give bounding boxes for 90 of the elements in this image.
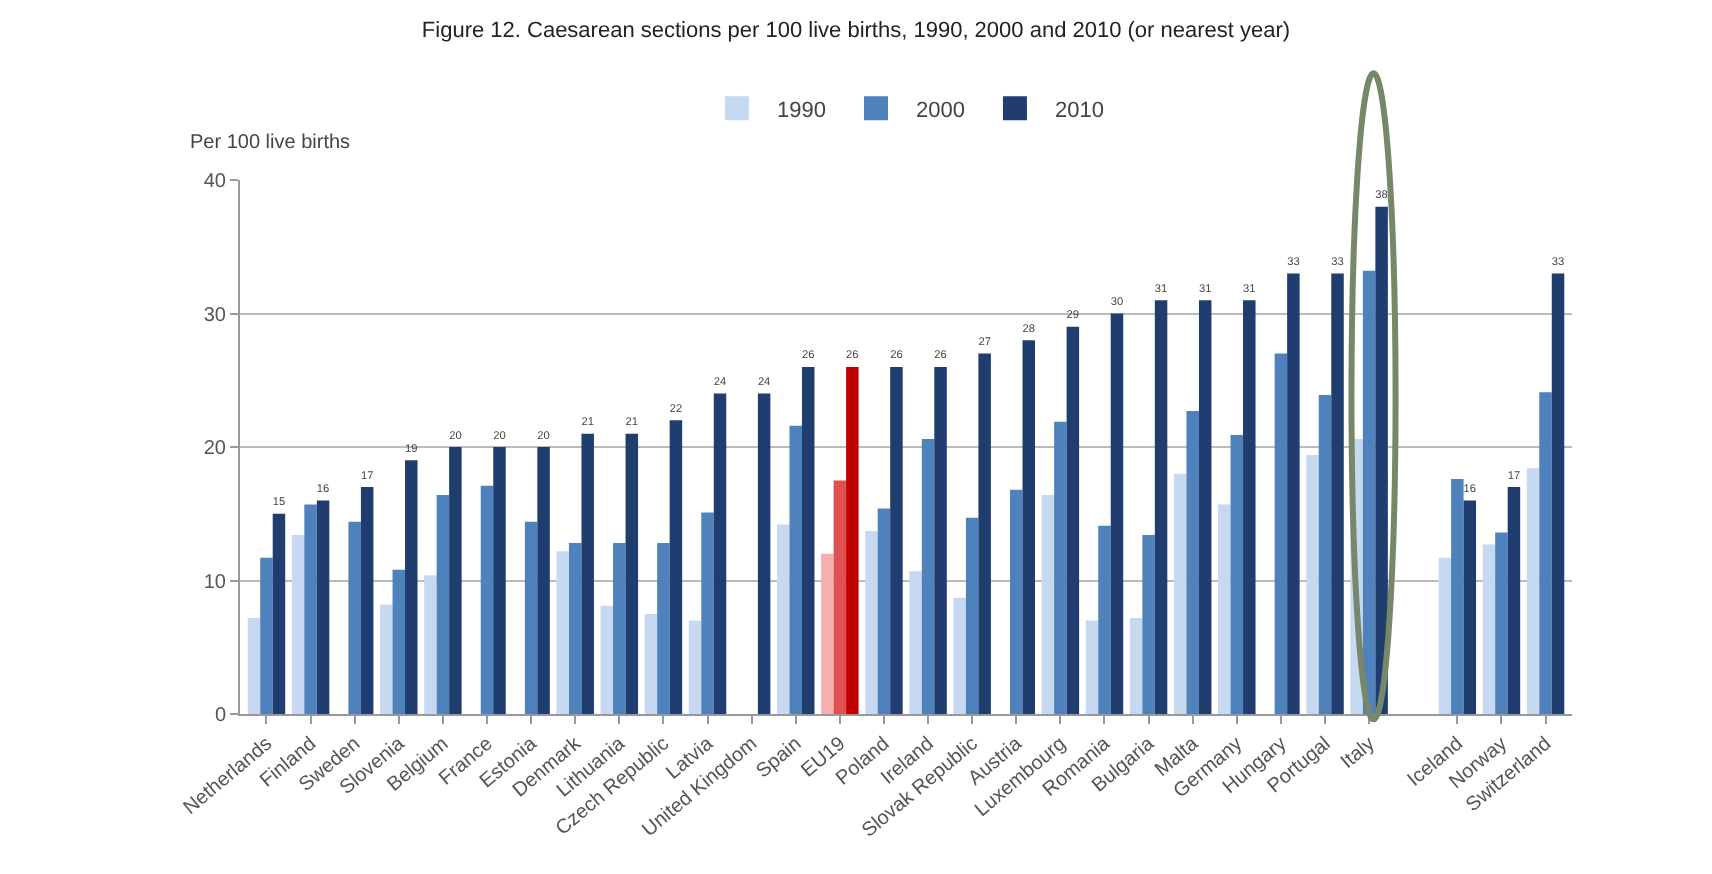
bar [316,500,330,714]
bar [291,535,305,714]
chart-title: Figure 12. Caesarean sections per 100 live births, 1990, 2000 and 2010 (or nearest year) [421,19,1291,44]
bar [1010,489,1023,714]
bar [260,557,273,714]
bar [1098,525,1111,714]
y-tick-label: 10 [203,571,227,594]
bar [1362,270,1376,714]
legend-label: 2010 [1054,98,1104,123]
y-tick-label: 0 [214,705,227,727]
bar [1198,300,1212,714]
y-tick-label: 20 [203,438,227,460]
bar [1218,504,1231,714]
bar [1375,206,1388,714]
bar [1451,479,1464,714]
bar [436,495,450,714]
bar [449,447,462,714]
bar [1041,495,1055,714]
legend-label: 2000 [915,98,965,123]
bar [1186,410,1199,714]
bar [777,524,790,714]
bar [1318,394,1332,714]
bar [833,480,847,714]
bar [865,531,878,714]
bar [713,393,727,714]
bar [909,571,922,714]
bar [701,512,714,714]
bar [272,513,286,714]
bar [613,543,626,714]
bar [1154,300,1168,714]
bar [789,425,802,714]
bar [1110,313,1124,714]
bar [877,508,891,714]
bar [480,485,494,714]
bar [1539,392,1552,714]
bar [304,504,317,714]
bar [953,597,966,714]
bar [1274,353,1288,714]
bar [1287,273,1300,714]
bar [644,613,658,714]
bar [934,366,947,714]
bar [757,393,771,714]
bar [965,517,979,714]
x-tick-label: Italy [1337,733,1380,774]
bar [1507,487,1521,714]
bar [493,447,506,714]
bar [581,433,594,714]
bar [688,620,702,714]
bar [1551,273,1565,714]
bar [1085,620,1099,714]
bar [568,543,582,714]
bar [424,575,437,714]
bar [890,366,903,714]
bar [821,553,834,714]
bar [405,460,418,714]
bar [1173,473,1187,714]
bar [360,487,374,714]
bar [1066,326,1080,714]
y-tick-label: 30 [203,304,227,327]
bar [978,353,991,714]
bar [348,521,361,714]
bar [392,569,406,714]
bar [380,604,393,714]
y-tick-label: 40 [203,171,227,193]
bar [846,366,859,714]
bar [1495,532,1508,714]
bar [1022,340,1035,714]
bar [1306,455,1319,714]
legend-label: 1990 [777,98,826,123]
bar [537,447,550,714]
bar [1142,535,1155,714]
bar [600,605,614,714]
bar [1129,617,1143,714]
bar [1243,300,1256,714]
bar [1482,544,1496,714]
bar [1463,500,1477,714]
bar [524,521,538,714]
bar [556,551,569,714]
bar [801,366,815,714]
bar [921,439,935,714]
bar [1230,434,1244,714]
bar [1438,557,1452,714]
y-axis-title: Per 100 live births [190,132,351,154]
bar [657,543,670,714]
bar [669,420,683,714]
bar [1526,468,1540,714]
bar [625,433,639,714]
bar [247,617,261,714]
bar [1054,421,1067,714]
bar [1331,273,1344,714]
